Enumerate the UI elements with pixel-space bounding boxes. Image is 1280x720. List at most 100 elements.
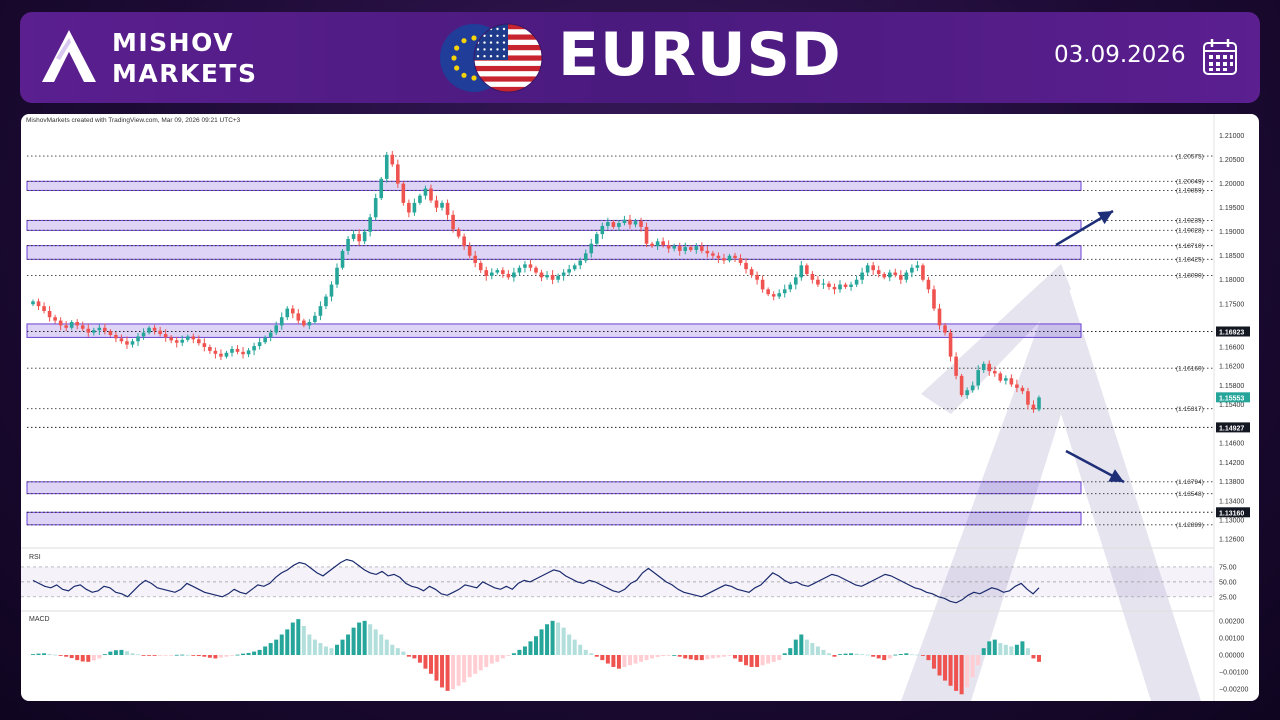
- macd-bar-4: [47, 653, 52, 655]
- macd-bar-92: [534, 636, 538, 655]
- price-tick-3: 1.20000: [1219, 181, 1244, 188]
- macd-bar-170: [965, 655, 970, 688]
- candle-body-135: [771, 294, 776, 297]
- candle-body-110: [633, 221, 638, 225]
- macd-bar-160: [909, 654, 914, 656]
- macd-bar-55: [329, 648, 334, 655]
- candle-body-113: [650, 243, 654, 247]
- macd-bar-52: [312, 639, 317, 655]
- candle-body-85: [495, 270, 500, 273]
- candle-body-10: [80, 325, 85, 329]
- candle-body-151: [860, 272, 864, 280]
- candle-body-42: [257, 342, 262, 347]
- candle-body-92: [534, 267, 538, 273]
- macd-bar-56: [335, 644, 340, 655]
- candle-body-180: [1020, 387, 1025, 392]
- candle-body-167: [948, 332, 953, 357]
- macd-bar-90: [522, 646, 527, 655]
- macd-bar-66: [390, 644, 395, 655]
- macd-bar-173: [981, 648, 986, 655]
- macd-bar-165: [937, 655, 942, 676]
- candle-body-158: [899, 274, 903, 280]
- level-label-4: (1.19235): [1176, 218, 1204, 225]
- macd-bar-138: [788, 648, 793, 655]
- price-tick-14: 1.14200: [1219, 460, 1244, 467]
- candle-body-16: [114, 335, 118, 339]
- candle-body-24: [158, 330, 162, 335]
- candle-body-126: [722, 258, 726, 261]
- macd-bar-151: [860, 654, 865, 655]
- candle-body-182: [1031, 404, 1036, 410]
- candle-body-163: [926, 279, 931, 290]
- macd-bar-132: [755, 655, 760, 667]
- macd-bar-41: [252, 651, 257, 655]
- candle-body-164: [932, 289, 936, 309]
- macd-bar-77: [451, 655, 456, 690]
- macd-bar-63: [373, 629, 378, 655]
- candle-body-59: [351, 234, 356, 239]
- candle-body-104: [600, 225, 605, 235]
- macd-bar-57: [340, 639, 345, 655]
- macd-bar-113: [650, 655, 655, 659]
- zone-1: [26, 180, 1082, 191]
- candle-body-49: [296, 313, 301, 321]
- candle-body-168: [954, 356, 958, 376]
- candle-body-19: [130, 341, 135, 345]
- candle-body-79: [462, 236, 466, 247]
- macd-bar-19: [130, 653, 135, 655]
- price-tick-6: 1.18500: [1219, 253, 1244, 260]
- candle-body-106: [611, 222, 616, 227]
- candle-body-73: [429, 188, 433, 201]
- candle-body-25: [163, 334, 168, 338]
- macd-bar-47: [285, 629, 290, 655]
- candle-body-175: [992, 371, 997, 374]
- macd-bar-124: [710, 655, 715, 659]
- candle-body-109: [628, 219, 632, 225]
- macd-bar-24: [158, 655, 163, 656]
- candle-body-34: [213, 350, 218, 354]
- macd-bar-21: [141, 655, 146, 656]
- candle-body-171: [970, 385, 975, 391]
- candle-body-86: [501, 270, 505, 274]
- macd-bar-119: [683, 655, 688, 659]
- candle-body-96: [556, 275, 560, 280]
- candle-body-132: [755, 274, 759, 280]
- level-label-11: (1.13794): [1176, 479, 1204, 486]
- level-label-12: (1.13548): [1176, 491, 1204, 498]
- macd-bar-150: [854, 653, 859, 655]
- macd-bar-26: [169, 655, 174, 656]
- candle-body-141: [805, 265, 809, 274]
- candle-body-123: [705, 250, 710, 254]
- zone-4: [26, 323, 1082, 338]
- candle-body-3: [42, 306, 46, 311]
- watermark-logo: [901, 264, 1201, 701]
- candle-body-9: [75, 322, 80, 326]
- macd-bar-37: [229, 655, 234, 656]
- price-badge-text-1: 1.16923: [1219, 329, 1244, 336]
- candle-body-74: [434, 200, 439, 208]
- macd-tick-2: 0.00100: [1219, 635, 1244, 642]
- candle-body-89: [517, 267, 522, 273]
- macd-bar-149: [849, 653, 854, 655]
- macd-bar-98: [567, 634, 572, 655]
- macd-bar-111: [639, 655, 644, 662]
- candle-body-111: [639, 221, 643, 227]
- macd-bar-46: [279, 634, 284, 655]
- candle-body-95: [550, 274, 555, 280]
- macd-bar-88: [511, 653, 516, 655]
- macd-bar-45: [274, 639, 279, 655]
- level-label-13: (1.12899): [1176, 522, 1204, 529]
- chart-panel: (1.20575) (1.20049) (1.19859) (1.19235) (1.1…: [21, 114, 1259, 701]
- macd-bar-23: [152, 655, 157, 656]
- candle-body-32: [202, 343, 207, 348]
- macd-bar-166: [943, 655, 948, 681]
- candle-body-101: [583, 253, 588, 261]
- macd-bar-31: [196, 655, 201, 657]
- macd-bar-40: [246, 652, 251, 655]
- candle-body-53: [318, 306, 323, 316]
- candle-body-105: [606, 222, 610, 226]
- candle-body-48: [290, 308, 295, 314]
- macd-bar-30: [191, 655, 196, 656]
- candle-body-12: [92, 330, 96, 333]
- macd-bar-108: [622, 655, 627, 667]
